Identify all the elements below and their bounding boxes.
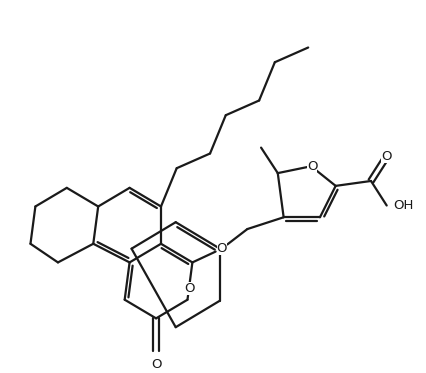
Text: O: O: [381, 150, 392, 163]
Text: O: O: [151, 358, 161, 371]
Text: O: O: [185, 282, 195, 295]
Text: O: O: [216, 242, 227, 255]
Text: O: O: [307, 160, 317, 173]
Text: OH: OH: [394, 199, 414, 212]
